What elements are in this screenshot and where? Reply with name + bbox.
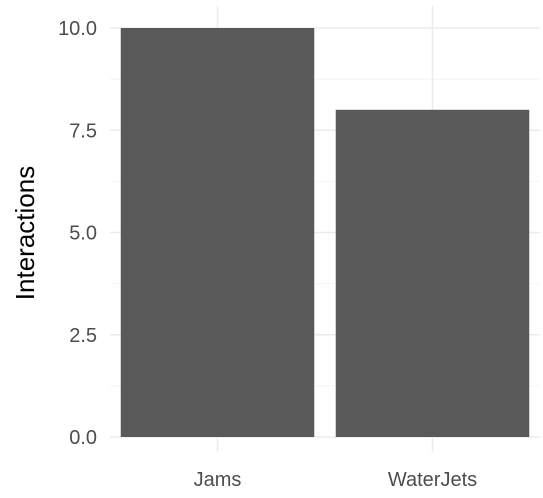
y-tick-label: 7.5 <box>69 120 97 142</box>
y-tick-label: 10.0 <box>58 18 97 40</box>
x-tick-label: Jams <box>194 469 242 491</box>
y-tick-label: 2.5 <box>69 325 97 347</box>
x-axis-ticks: Jams WaterJets <box>194 469 478 491</box>
y-tick-label: 5.0 <box>69 223 97 245</box>
bars <box>120 28 530 438</box>
bar-jams <box>120 28 315 437</box>
bar-waterjets <box>335 109 530 438</box>
y-axis-title: Interactions <box>10 166 40 300</box>
y-axis-ticks: 0.0 2.5 5.0 7.5 10.0 <box>58 18 97 449</box>
x-tick-label: WaterJets <box>388 469 477 491</box>
y-tick-label: 0.0 <box>69 427 97 449</box>
